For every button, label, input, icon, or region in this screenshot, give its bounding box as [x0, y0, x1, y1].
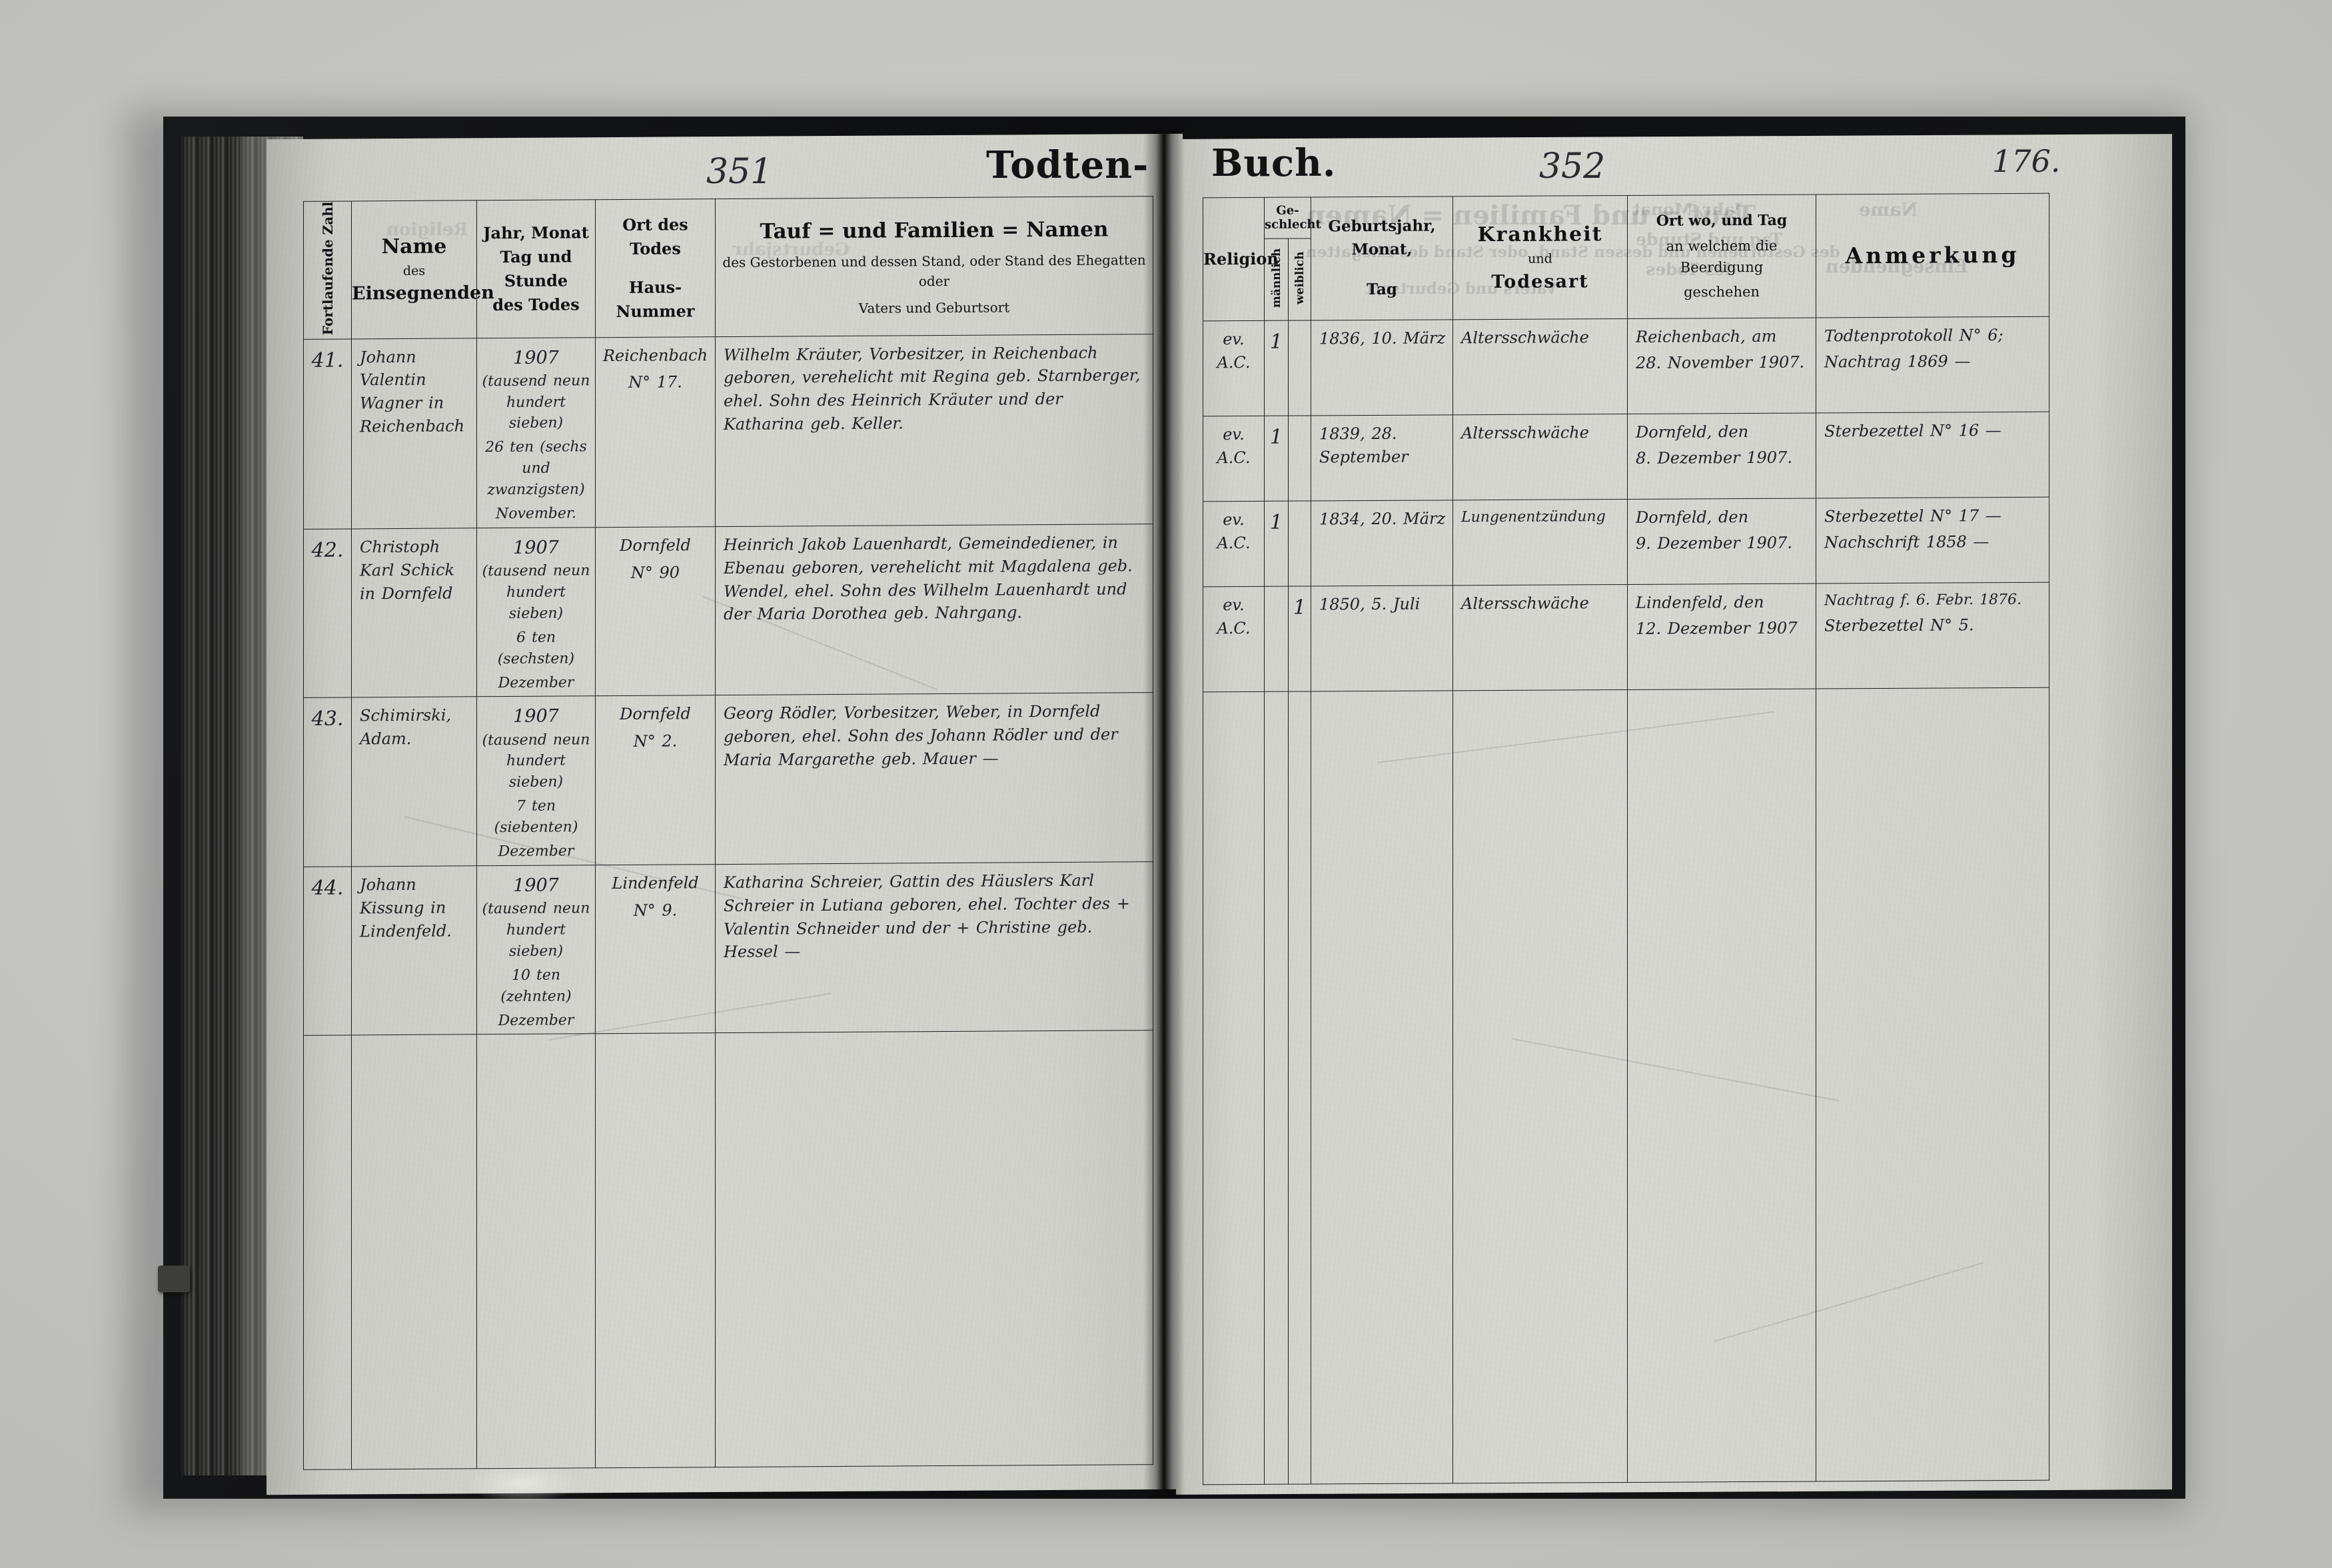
page-number-right: 352 [1539, 147, 1606, 187]
table-row[interactable]: 41. Johann Valentin Wagner in Reichenbac… [303, 334, 1153, 530]
table-row[interactable]: ev. A.C. 1 1839, 28. September Alterssch… [1203, 412, 2049, 502]
cell-name: Schimirski, Adam. [351, 697, 477, 867]
right-table-header-row-top: Religion Ge- schlecht Geburtsjahr, Monat… [1203, 193, 2049, 321]
cell-blank [1627, 689, 1816, 1483]
cell-running-number: 43. [303, 697, 352, 867]
table-row[interactable]: ev. A.C. 1 1836, 10. März Altersschwäche… [1203, 316, 2049, 416]
cell-birth-date: 1836, 10. März [1311, 319, 1453, 416]
cell-blank [1453, 689, 1628, 1483]
cell-birth-date: 1839, 28. September [1311, 414, 1453, 501]
cell-name: Johann Kissung in Lindenfeld. [351, 865, 477, 1036]
cell-blank [1203, 691, 1265, 1485]
cell-sex-female [1288, 500, 1311, 587]
cell-sex-male: 1 [1264, 501, 1289, 587]
binding-tab [158, 1266, 190, 1292]
cell-death-place: Lindenfeld N° 9. [595, 864, 716, 1034]
cell-illness: Lungenentzündung [1453, 499, 1628, 586]
table-row[interactable]: 43. Schimirski, Adam. 1907 (tausend neun… [303, 693, 1153, 867]
cell-illness: Altersschwäche [1453, 318, 1628, 415]
cell-blank [595, 1033, 716, 1468]
cell-sex-female: 1 [1288, 586, 1311, 692]
cell-death-date: 1907 (tausend neun hundert sieben) 6 ten… [476, 527, 596, 697]
cell-religion: ev. A.C. [1203, 320, 1265, 416]
cell-blank [1264, 691, 1289, 1484]
cell-running-number: 41. [303, 338, 352, 530]
cell-death-place: Dornfeld N° 2. [595, 695, 716, 865]
cell-burial: Reichenbach, am 28. November 1907. [1627, 318, 1816, 414]
cell-illness: Altersschwäche [1453, 584, 1628, 691]
cell-sex-male: 1 [1264, 320, 1289, 416]
table-row[interactable]: ev. A.C. 1 1834, 20. März Lungenentzündu… [1203, 497, 2049, 587]
cell-blank [1311, 690, 1453, 1484]
cell-remark: Todtenprotokoll N° 6; Nachtrag 1869 — [1816, 316, 2049, 414]
cell-family-names: Heinrich Jakob Lauenhardt, Gemeindediene… [715, 524, 1153, 696]
col-header-name: Name des Einsegnenden [351, 200, 494, 339]
cell-remark: Sterbezettel N° 16 — [1816, 412, 2049, 499]
cell-family-names: Georg Rödler, Vorbesitzer, Weber, in Dor… [715, 693, 1153, 865]
table-row[interactable]: 42. Christoph Karl Schick in Dornfeld 19… [303, 524, 1153, 698]
col-header-sex: Ge- schlecht [1264, 196, 1321, 239]
cell-birth-date: 1850, 5. Juli [1311, 585, 1453, 691]
cell-illness: Altersschwäche [1453, 414, 1628, 500]
col-header-remark: Anmerkung [1816, 193, 2049, 318]
cell-remark: Sterbezettel N° 17 — Nachschrift 1858 — [1816, 497, 2049, 584]
col-header-illness: Krankheit und Todesart [1453, 195, 1628, 320]
cell-blank [303, 1035, 352, 1470]
left-table-header-row: Fortlaufende Zahl Name des Einsegnenden … [303, 196, 1153, 339]
cell-blank [715, 1030, 1153, 1467]
col-header-birth-date: Geburtsjahr, Monat, Tag [1311, 196, 1453, 320]
book-gutter [1143, 130, 1185, 1499]
page-number-left: 351 [706, 152, 773, 192]
col-header-religion: Religion [1203, 197, 1279, 321]
col-header-burial: Ort wo, und Tag an welchem die Beerdigun… [1627, 195, 1816, 319]
left-register-table: Fortlaufende Zahl Name des Einsegnenden … [303, 196, 1153, 1470]
page-title-right: Buch. [1211, 141, 1337, 185]
cell-blank [1288, 691, 1311, 1484]
table-row[interactable]: 44. Johann Kissung in Lindenfeld. 1907 (… [303, 861, 1153, 1036]
cell-birth-date: 1834, 20. März [1311, 500, 1453, 586]
cell-burial: Lindenfeld, den 12. Dezember 1907 [1627, 584, 1816, 690]
cell-burial: Dornfeld, den 9. Dezember 1907. [1627, 498, 1816, 585]
table-row-blank[interactable] [303, 1030, 1153, 1470]
cell-running-number: 44. [303, 866, 352, 1036]
col-header-family-names: Tauf = und Familien = Namen des Gestorbe… [715, 196, 1153, 337]
cell-death-date: 1907 (tausend neun hundert sieben) 10 te… [476, 865, 596, 1035]
right-register-table: Religion Ge- schlecht Geburtsjahr, Monat… [1203, 193, 2049, 1485]
cell-death-place: Dornfeld N° 90 [595, 526, 716, 697]
cell-religion: ev. A.C. [1203, 416, 1265, 502]
cell-blank [1816, 687, 2049, 1481]
cell-name: Christoph Karl Schick in Dornfeld [351, 528, 477, 698]
col-header-female: weiblich [1288, 238, 1311, 321]
page-title-left: Todten- [986, 143, 1149, 187]
cell-burial: Dornfeld, den 8. Dezember 1907. [1627, 413, 1816, 500]
cell-death-place: Reichenbach N° 17. [595, 336, 716, 528]
cell-name: Johann Valentin Wagner in Reichenbach [351, 338, 477, 529]
table-row[interactable]: ev. A.C. 1 1850, 5. Juli Altersschwäche … [1203, 582, 2049, 692]
col-header-death-place: Ort des Todes Haus-Nummer [595, 198, 716, 338]
cell-religion: ev. A.C. [1203, 586, 1265, 692]
cell-running-number: 42. [303, 528, 352, 698]
cell-family-names: Wilhelm Kräuter, Vorbesitzer, in Reichen… [715, 334, 1153, 527]
col-header-running-number: Fortlaufende Zahl [303, 200, 352, 339]
folio-number: 176. [1992, 143, 2061, 179]
cell-death-date: 1907 (tausend neun hundert sieben) 7 ten… [476, 696, 596, 866]
cell-sex-male [1264, 586, 1289, 692]
cell-death-date: 1907 (tausend neun hundert sieben) 26 te… [476, 337, 596, 528]
cell-sex-female [1288, 415, 1311, 502]
cell-sex-male: 1 [1264, 416, 1289, 502]
cell-blank [476, 1034, 596, 1469]
col-header-death-date: Jahr, Monat Tag und Stunde des Todes [476, 199, 596, 338]
cell-blank [351, 1034, 477, 1469]
cell-family-names: Katharina Schreier, Gattin des Häuslers … [715, 861, 1153, 1034]
cell-religion: ev. A.C. [1203, 501, 1265, 587]
cell-sex-female [1288, 320, 1311, 416]
cell-remark: Nachtrag f. 6. Febr. 1876. Sterbezettel … [1816, 582, 2049, 689]
table-row-blank[interactable] [1203, 687, 2049, 1485]
